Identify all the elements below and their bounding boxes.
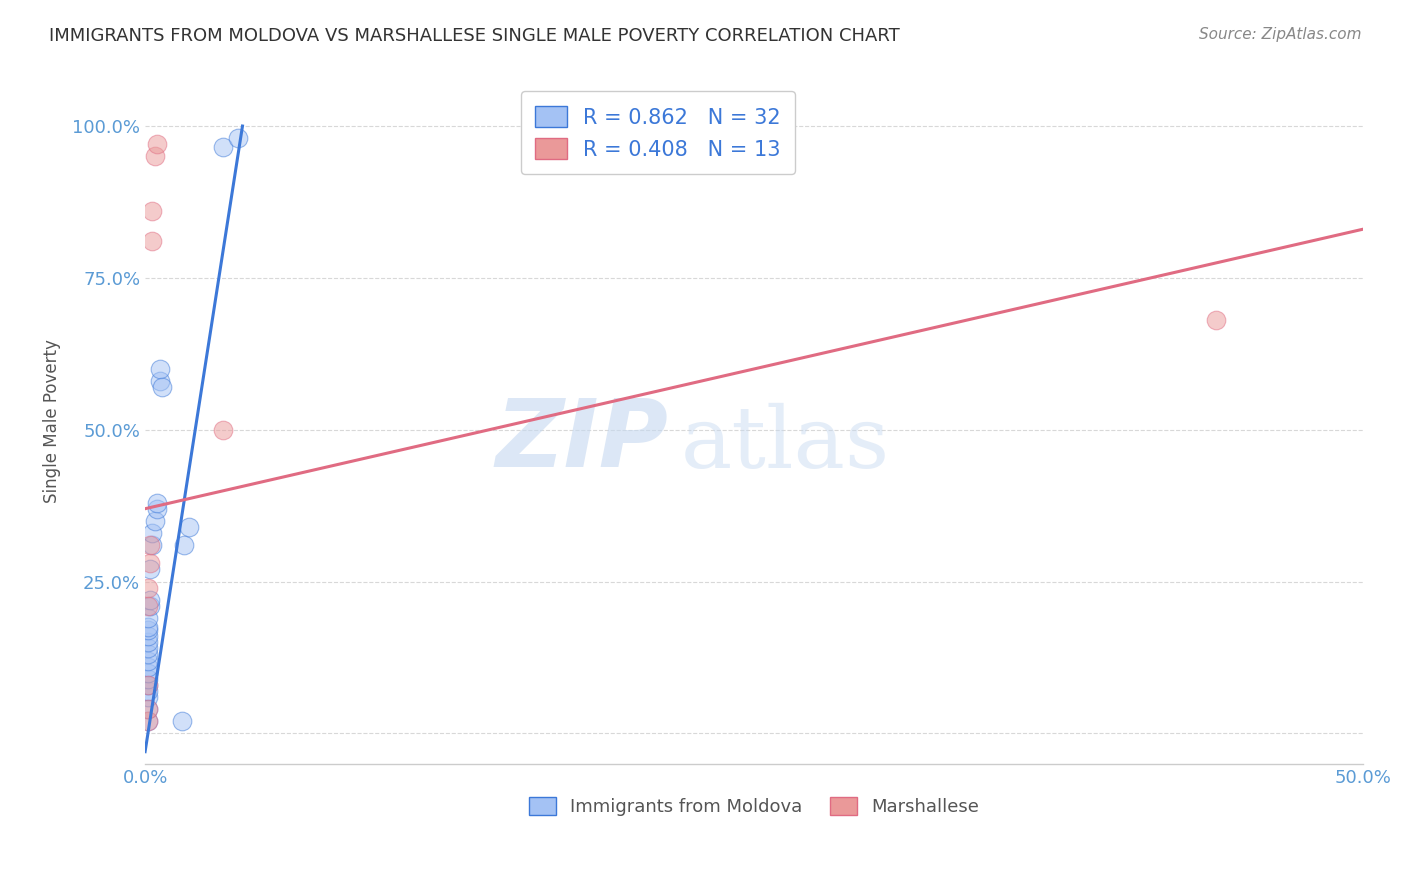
Point (173, 538, 195, 552)
Text: ZIP: ZIP (496, 395, 669, 487)
Point (136, 629, 159, 643)
Point (136, 654, 159, 668)
Point (143, 514, 166, 528)
Point (136, 641, 159, 656)
Point (212, 423, 235, 437)
Point (177, 520, 200, 534)
Y-axis label: Single Male Poverty: Single Male Poverty (44, 339, 60, 502)
Point (136, 623, 159, 637)
Point (149, 374, 172, 388)
Point (150, 380, 173, 394)
Point (141, 538, 163, 552)
Point (136, 702, 159, 716)
Point (149, 362, 172, 376)
Point (136, 690, 159, 704)
Legend: Immigrants from Moldova, Marshallese: Immigrants from Moldova, Marshallese (522, 789, 986, 823)
Text: Source: ZipAtlas.com: Source: ZipAtlas.com (1198, 27, 1361, 42)
Point (170, 714, 193, 729)
Point (136, 714, 159, 729)
Point (136, 672, 159, 686)
Text: atlas: atlas (681, 403, 890, 486)
Point (141, 204, 163, 219)
Point (136, 684, 159, 698)
Point (136, 635, 159, 649)
Point (136, 678, 159, 692)
Point (136, 714, 159, 729)
Point (139, 599, 162, 613)
Point (139, 592, 162, 607)
Point (136, 648, 159, 662)
Point (226, 131, 249, 145)
Point (146, 137, 169, 152)
Point (139, 562, 162, 576)
Point (136, 620, 159, 634)
Point (136, 702, 159, 716)
Point (136, 678, 159, 692)
Point (146, 495, 169, 509)
Point (139, 557, 162, 571)
Point (139, 538, 162, 552)
Point (146, 501, 169, 516)
Point (143, 149, 166, 163)
Point (212, 140, 235, 154)
Point (141, 526, 163, 541)
Point (1205, 313, 1227, 327)
Point (136, 611, 159, 625)
Point (136, 665, 159, 680)
Point (136, 599, 159, 613)
Point (141, 235, 163, 249)
Point (136, 581, 159, 595)
Text: IMMIGRANTS FROM MOLDOVA VS MARSHALLESE SINGLE MALE POVERTY CORRELATION CHART: IMMIGRANTS FROM MOLDOVA VS MARSHALLESE S… (49, 27, 900, 45)
Point (136, 659, 159, 673)
